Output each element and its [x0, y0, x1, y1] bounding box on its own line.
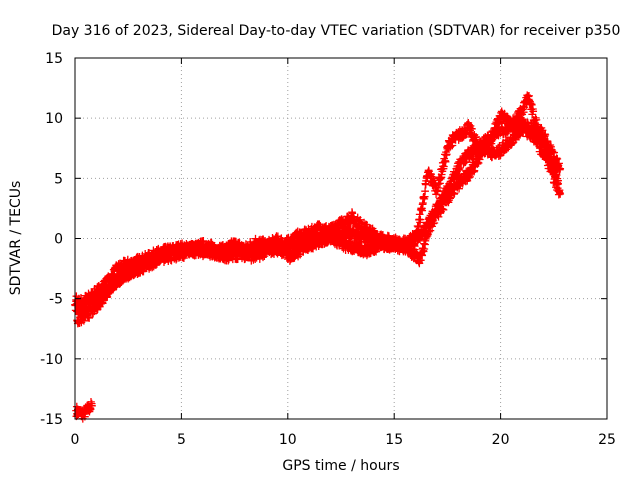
x-tick-label: 15	[385, 432, 403, 448]
y-axis-label: SDTVAR / TECUs	[8, 181, 24, 296]
data-point	[554, 176, 562, 185]
data-point	[143, 250, 164, 273]
y-tick-label: -5	[49, 292, 63, 308]
y-tick-label: 0	[54, 232, 63, 248]
y-tick-label: -10	[40, 352, 63, 368]
y-tick-label: 5	[54, 171, 63, 187]
data-point	[424, 166, 441, 199]
data-point	[477, 123, 505, 153]
x-tick-label: 0	[71, 432, 80, 448]
y-tick-label: 10	[45, 111, 63, 127]
data-point	[432, 158, 447, 196]
data-point	[420, 191, 447, 237]
x-tick-label: 5	[177, 432, 186, 448]
axis-ticks	[74, 57, 608, 420]
data-point	[266, 237, 294, 257]
x-tick-label: 20	[492, 432, 510, 448]
x-tick-label: 10	[279, 432, 297, 448]
data-point	[535, 129, 562, 189]
y-tick-label: 15	[45, 51, 63, 67]
data-point	[515, 114, 543, 141]
data-point	[190, 242, 217, 261]
data-point	[496, 114, 524, 139]
x-tick-label: 25	[598, 432, 616, 448]
data-point	[109, 267, 128, 292]
data-point	[88, 401, 96, 410]
data-point	[173, 242, 198, 262]
data-point	[347, 208, 366, 234]
data-point	[400, 225, 428, 252]
data-point	[439, 155, 466, 203]
x-axis-label: GPS time / hours	[282, 458, 399, 474]
data-point	[209, 240, 236, 262]
axis-tick-labels: 0 5 10 15 20 25 -15 -10 -5 0 5 10 15	[40, 51, 616, 448]
data-point	[286, 234, 313, 257]
data-point	[556, 190, 565, 198]
data-series	[71, 91, 565, 423]
data-point	[324, 224, 351, 246]
chart-title: Day 316 of 2023, Sidereal Day-to-day VTE…	[52, 23, 621, 39]
data-point	[492, 136, 513, 160]
data-point	[496, 107, 515, 133]
data-point	[556, 164, 565, 173]
data-point	[247, 238, 275, 262]
data-point	[362, 229, 390, 254]
data-point	[458, 138, 485, 168]
y-tick-label: -15	[40, 412, 63, 428]
